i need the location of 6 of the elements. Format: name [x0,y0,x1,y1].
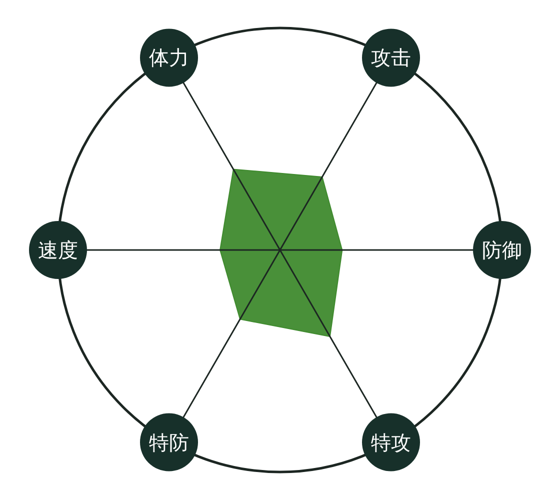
spoke-label: 防御 [482,238,522,262]
spoke-label: 特攻 [371,430,411,454]
spoke-label: 体力 [149,46,189,70]
spoke-label: 速度 [38,238,78,262]
spoke-label: 攻击 [371,46,411,70]
spoke-label: 特防 [149,430,189,454]
